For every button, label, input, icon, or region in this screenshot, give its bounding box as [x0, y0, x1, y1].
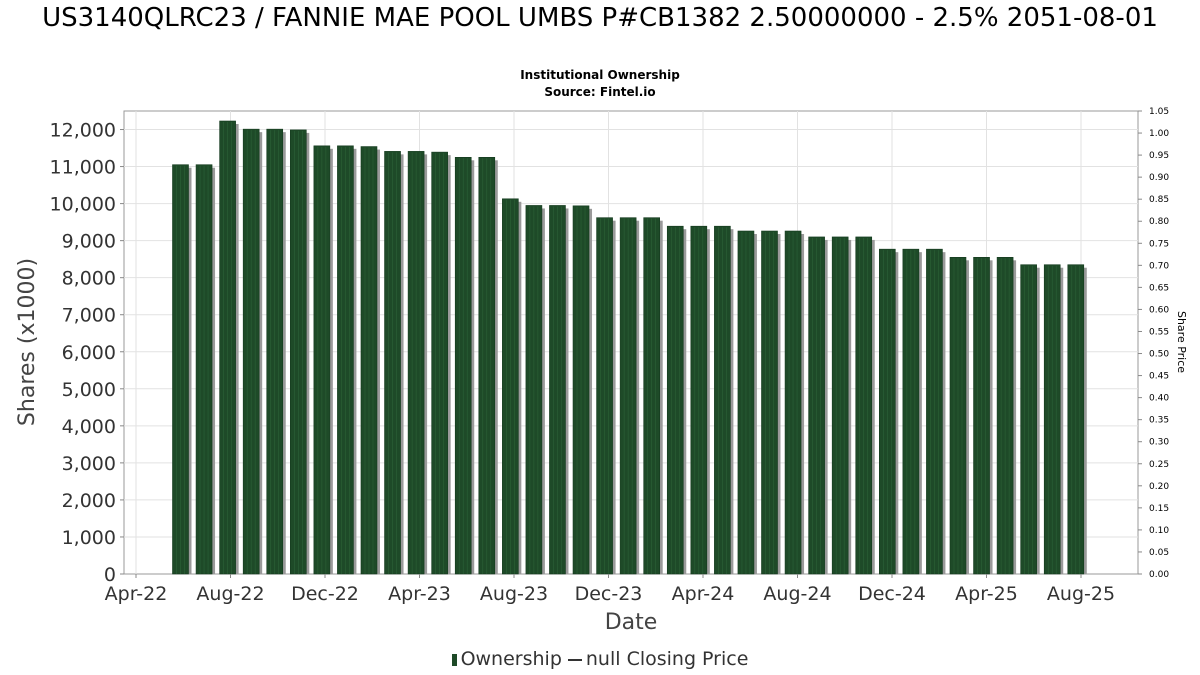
y2-tick-label: 0.00	[1149, 570, 1169, 580]
x-tick-label: Apr-25	[955, 583, 1018, 605]
chart-title: US3140QLRC23 / FANNIE MAE POOL UMBS P#CB…	[42, 3, 1158, 33]
chart-subtitle: Institutional Ownership	[520, 68, 680, 82]
y2-tick-label: 0.40	[1149, 394, 1169, 404]
y-tick-label: 8,000	[62, 268, 116, 290]
chart-source: Source: Fintel.io	[544, 85, 656, 99]
x-tick-label: Dec-24	[858, 583, 926, 605]
x-tick-label: Apr-23	[388, 583, 451, 605]
x-tick-label: Aug-25	[1047, 583, 1115, 605]
y-axis: 0 1,000 2,000 3,000 4,000 5,000 6,000 7,000 8,00…	[50, 120, 124, 586]
y2-tick-label: 0.35	[1149, 416, 1169, 426]
y-tick-label: 9,000	[62, 231, 116, 253]
x-tick-label: Dec-22	[291, 583, 359, 605]
legend: Ownership null Closing Price	[0, 648, 1200, 670]
y2-tick-label: 0.70	[1149, 261, 1169, 271]
y2-tick-label: 0.20	[1149, 482, 1169, 492]
y-tick-label: 4,000	[62, 416, 116, 438]
x-tick-label: Aug-22	[196, 583, 264, 605]
y2-tick-label: 0.90	[1149, 173, 1169, 183]
legend-ownership-swatch	[451, 653, 457, 666]
legend-price-label: null Closing Price	[585, 648, 749, 670]
y2-axis: 0.00 0.05 0.10 0.15 0.20 0.25 0.30 0.35 0.40 0.45…	[1138, 107, 1169, 580]
y2-tick-label: 0.60	[1149, 305, 1169, 315]
y2-tick-label: 0.45	[1149, 372, 1169, 382]
y2-tick-label: 0.75	[1149, 239, 1169, 249]
y-tick-label: 1,000	[62, 527, 116, 549]
legend-price-swatch	[567, 658, 582, 661]
y2-tick-label: 0.50	[1149, 350, 1169, 360]
x-tick-label: Dec-23	[575, 583, 643, 605]
y-tick-label: 5,000	[62, 379, 116, 401]
y-tick-label: 12,000	[50, 120, 116, 142]
y2-tick-label: 0.10	[1149, 526, 1169, 536]
y2-tick-label: 0.15	[1149, 504, 1169, 514]
y-axis-label: Shares (x1000)	[15, 258, 40, 426]
x-tick-label: Aug-24	[763, 583, 831, 605]
y2-tick-label: 0.25	[1149, 460, 1169, 470]
y-tick-label: 10,000	[50, 194, 116, 216]
legend-ownership-label: Ownership	[460, 648, 562, 670]
y-tick-label: 2,000	[62, 490, 116, 512]
x-tick-label: Apr-22	[105, 583, 168, 605]
y-tick-label: 7,000	[62, 305, 116, 327]
y2-axis-label: Share Price	[1175, 311, 1188, 373]
y-tick-label: 11,000	[50, 157, 116, 179]
y2-tick-label: 0.65	[1149, 283, 1169, 293]
bars	[172, 120, 1087, 575]
y2-tick-label: 0.05	[1149, 548, 1169, 558]
y-tick-label: 0	[104, 564, 116, 586]
y2-tick-label: 0.55	[1149, 327, 1169, 337]
y-tick-label: 3,000	[62, 453, 116, 475]
y-tick-label: 6,000	[62, 342, 116, 364]
y2-tick-label: 1.05	[1149, 107, 1169, 117]
y2-tick-label: 0.85	[1149, 195, 1169, 205]
x-axis-label: Date	[605, 610, 658, 635]
x-tick-label: Apr-24	[672, 583, 735, 605]
y2-tick-label: 1.00	[1149, 129, 1169, 139]
y2-tick-label: 0.80	[1149, 217, 1169, 227]
x-axis: Apr-22 Aug-22 Dec-22 Apr-23 Aug-23 Dec-23 Apr-…	[105, 574, 1115, 605]
y2-tick-label: 0.30	[1149, 438, 1169, 448]
x-tick-label: Aug-23	[480, 583, 548, 605]
y2-tick-label: 0.95	[1149, 151, 1169, 161]
